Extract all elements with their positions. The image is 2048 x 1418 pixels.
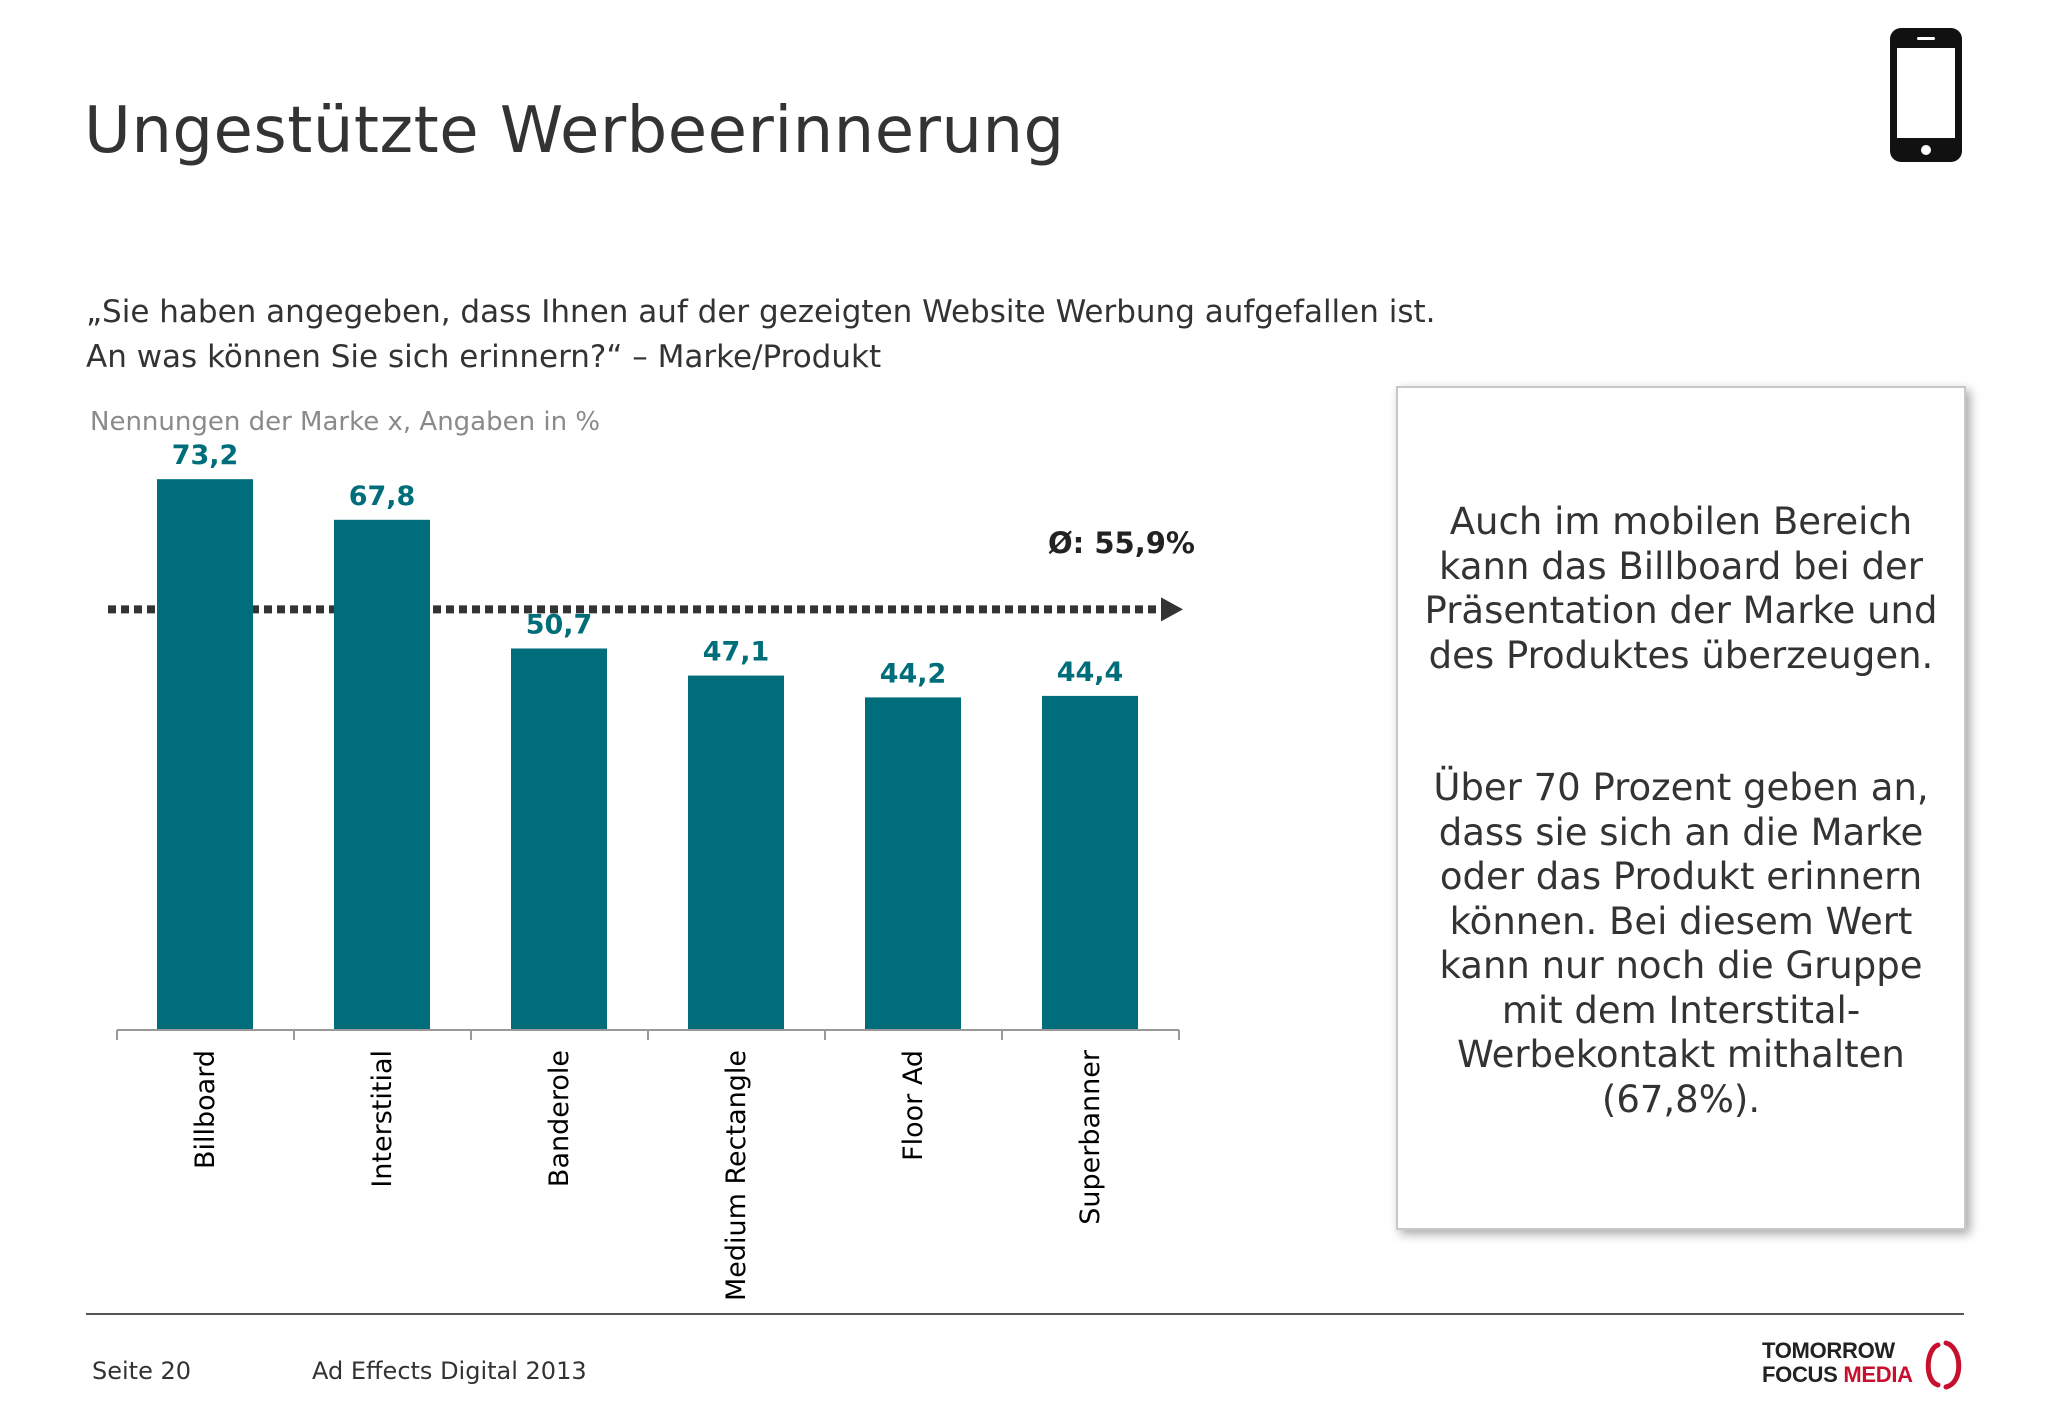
page-number: Seite 20	[92, 1357, 192, 1385]
bar-superbanner	[1042, 695, 1138, 1030]
document-title: Ad Effects Digital 2013	[312, 1357, 587, 1385]
logo-mark-icon	[1925, 1340, 1962, 1390]
question-line-2: An was können Sie sich erinnern?“ – Mark…	[86, 339, 882, 375]
data-label: 44,2	[880, 658, 947, 689]
data-label: 50,7	[526, 609, 593, 640]
x-tick-label: Floor Ad	[898, 1050, 929, 1161]
x-tick-label: Medium Rectangle	[721, 1050, 752, 1301]
data-label: 73,2	[172, 440, 239, 471]
bar-chart: Ø: 55,9% 73,2 67,8 50,7 47,1 44,2 44,4 Billbo…	[108, 440, 1195, 1301]
survey-question: „Sie haben angegeben, dass Ihnen auf der…	[86, 290, 1436, 380]
logo-line-2: FOCUS MEDIA	[1762, 1363, 1913, 1387]
bar-floor-ad	[865, 697, 961, 1030]
data-label: 67,8	[349, 481, 416, 512]
logo-media: MEDIA	[1843, 1362, 1913, 1387]
info-paragraph-1: Auch im mobilen Bereich kann das Billboa…	[1424, 500, 1938, 677]
page-title: Ungestützte Werbeerinnerung	[84, 94, 1065, 168]
chart-subtitle: Nennungen der Marke x, Angaben in %	[90, 407, 601, 437]
bar-banderole	[511, 648, 607, 1030]
average-label: Ø: 55,9%	[1048, 526, 1195, 560]
bar-medium-rectangle	[688, 675, 784, 1030]
data-label: 47,1	[703, 637, 770, 668]
data-label: 44,4	[1057, 657, 1124, 688]
question-line-1: „Sie haben angegeben, dass Ihnen auf der…	[86, 294, 1436, 330]
x-tick-label: Billboard	[190, 1050, 221, 1169]
x-tick-label: Superbanner	[1075, 1049, 1106, 1225]
x-tick-label: Banderole	[544, 1050, 575, 1187]
info-box: Auch im mobilen Bereich kann das Billboa…	[1396, 386, 1966, 1230]
company-logo: TOMORROW FOCUS MEDIA	[1762, 1337, 1972, 1393]
info-paragraph-2: Über 70 Prozent geben an, dass sie sich …	[1433, 766, 1929, 1121]
bar-interstitial	[334, 519, 430, 1030]
smartphone-icon	[1890, 28, 1962, 162]
bar-billboard	[157, 479, 253, 1030]
x-tick-label: Interstitial	[367, 1050, 398, 1188]
footer-divider	[86, 1313, 1964, 1315]
average-arrow	[1161, 597, 1183, 622]
logo-focus: FOCUS	[1762, 1362, 1838, 1387]
logo-line-1: TOMORROW	[1762, 1338, 1895, 1363]
